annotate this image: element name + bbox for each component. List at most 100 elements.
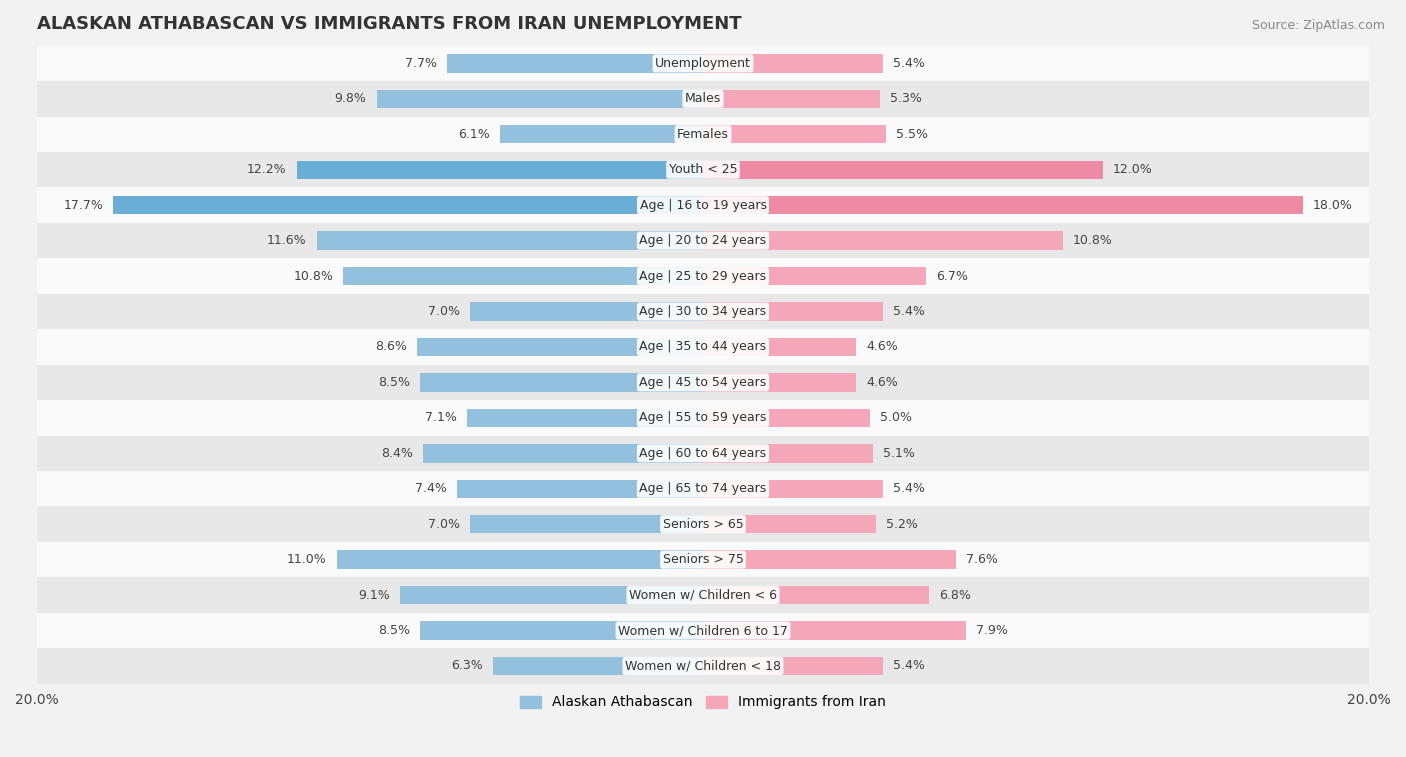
Text: Unemployment: Unemployment <box>655 57 751 70</box>
Bar <box>423 444 703 463</box>
Bar <box>703 125 886 144</box>
Text: 5.4%: 5.4% <box>893 57 925 70</box>
Text: Males: Males <box>685 92 721 105</box>
Bar <box>703 657 883 675</box>
Bar <box>703 586 929 604</box>
Bar <box>703 373 856 391</box>
Text: Age | 20 to 24 years: Age | 20 to 24 years <box>640 234 766 247</box>
Bar <box>37 117 1369 152</box>
Text: 6.8%: 6.8% <box>939 589 972 602</box>
Bar <box>37 329 1369 365</box>
Text: 6.3%: 6.3% <box>451 659 484 672</box>
Text: Seniors > 75: Seniors > 75 <box>662 553 744 566</box>
Text: Age | 55 to 59 years: Age | 55 to 59 years <box>640 411 766 425</box>
Bar <box>377 89 703 108</box>
Bar <box>447 55 703 73</box>
Text: Women w/ Children < 6: Women w/ Children < 6 <box>628 589 778 602</box>
Text: 7.9%: 7.9% <box>976 624 1008 637</box>
Bar <box>703 160 1102 179</box>
Bar <box>37 188 1369 223</box>
Text: 9.1%: 9.1% <box>359 589 389 602</box>
Bar <box>114 196 703 214</box>
Text: Source: ZipAtlas.com: Source: ZipAtlas.com <box>1251 19 1385 32</box>
Text: 5.1%: 5.1% <box>883 447 915 459</box>
Text: 7.7%: 7.7% <box>405 57 436 70</box>
Bar <box>499 125 703 144</box>
Text: 12.2%: 12.2% <box>247 164 287 176</box>
Bar <box>467 409 703 427</box>
Bar <box>37 365 1369 400</box>
Bar <box>703 444 873 463</box>
Bar <box>703 550 956 569</box>
Text: 6.1%: 6.1% <box>458 128 489 141</box>
Bar <box>703 302 883 321</box>
Bar <box>703 196 1302 214</box>
Legend: Alaskan Athabascan, Immigrants from Iran: Alaskan Athabascan, Immigrants from Iran <box>515 690 891 715</box>
Bar <box>703 515 876 534</box>
Bar <box>703 479 883 498</box>
Text: 10.8%: 10.8% <box>294 269 333 282</box>
Bar <box>703 621 966 640</box>
Bar <box>37 223 1369 258</box>
Text: Women w/ Children 6 to 17: Women w/ Children 6 to 17 <box>619 624 787 637</box>
Text: 8.6%: 8.6% <box>375 341 406 354</box>
Text: 5.3%: 5.3% <box>890 92 921 105</box>
Text: Youth < 25: Youth < 25 <box>669 164 737 176</box>
Bar <box>37 506 1369 542</box>
Bar <box>420 373 703 391</box>
Text: 8.5%: 8.5% <box>378 624 411 637</box>
Bar <box>37 45 1369 81</box>
Bar <box>494 657 703 675</box>
Bar <box>37 435 1369 471</box>
Text: 10.8%: 10.8% <box>1073 234 1112 247</box>
Text: 5.5%: 5.5% <box>896 128 928 141</box>
Bar <box>37 648 1369 684</box>
Text: 8.4%: 8.4% <box>381 447 413 459</box>
Bar <box>703 89 880 108</box>
Text: ALASKAN ATHABASCAN VS IMMIGRANTS FROM IRAN UNEMPLOYMENT: ALASKAN ATHABASCAN VS IMMIGRANTS FROM IR… <box>37 15 741 33</box>
Text: 7.4%: 7.4% <box>415 482 447 495</box>
Bar <box>37 542 1369 578</box>
Text: 8.5%: 8.5% <box>378 376 411 389</box>
Text: 11.6%: 11.6% <box>267 234 307 247</box>
Text: 7.6%: 7.6% <box>966 553 998 566</box>
Text: Age | 65 to 74 years: Age | 65 to 74 years <box>640 482 766 495</box>
Bar <box>703 267 927 285</box>
Bar <box>457 479 703 498</box>
Text: 7.1%: 7.1% <box>425 411 457 425</box>
Bar <box>37 81 1369 117</box>
Text: Age | 60 to 64 years: Age | 60 to 64 years <box>640 447 766 459</box>
Bar <box>37 152 1369 188</box>
Bar <box>703 409 869 427</box>
Bar <box>37 294 1369 329</box>
Text: 6.7%: 6.7% <box>936 269 967 282</box>
Text: Age | 45 to 54 years: Age | 45 to 54 years <box>640 376 766 389</box>
Text: 7.0%: 7.0% <box>427 518 460 531</box>
Text: 5.4%: 5.4% <box>893 482 925 495</box>
Bar <box>420 621 703 640</box>
Bar <box>37 400 1369 435</box>
Text: 5.2%: 5.2% <box>886 518 918 531</box>
Bar <box>399 586 703 604</box>
Text: 5.4%: 5.4% <box>893 659 925 672</box>
Text: 5.0%: 5.0% <box>880 411 911 425</box>
Bar <box>37 578 1369 613</box>
Text: Seniors > 65: Seniors > 65 <box>662 518 744 531</box>
Text: 5.4%: 5.4% <box>893 305 925 318</box>
Text: 12.0%: 12.0% <box>1112 164 1153 176</box>
Bar <box>316 232 703 250</box>
Bar <box>470 302 703 321</box>
Text: Age | 25 to 29 years: Age | 25 to 29 years <box>640 269 766 282</box>
Text: 7.0%: 7.0% <box>427 305 460 318</box>
Bar <box>336 550 703 569</box>
Text: 11.0%: 11.0% <box>287 553 326 566</box>
Text: 4.6%: 4.6% <box>866 376 898 389</box>
Text: Women w/ Children < 18: Women w/ Children < 18 <box>626 659 780 672</box>
Bar <box>470 515 703 534</box>
Bar <box>343 267 703 285</box>
Text: 9.8%: 9.8% <box>335 92 367 105</box>
Text: Females: Females <box>678 128 728 141</box>
Bar <box>37 258 1369 294</box>
Text: 18.0%: 18.0% <box>1313 198 1353 212</box>
Bar <box>37 471 1369 506</box>
